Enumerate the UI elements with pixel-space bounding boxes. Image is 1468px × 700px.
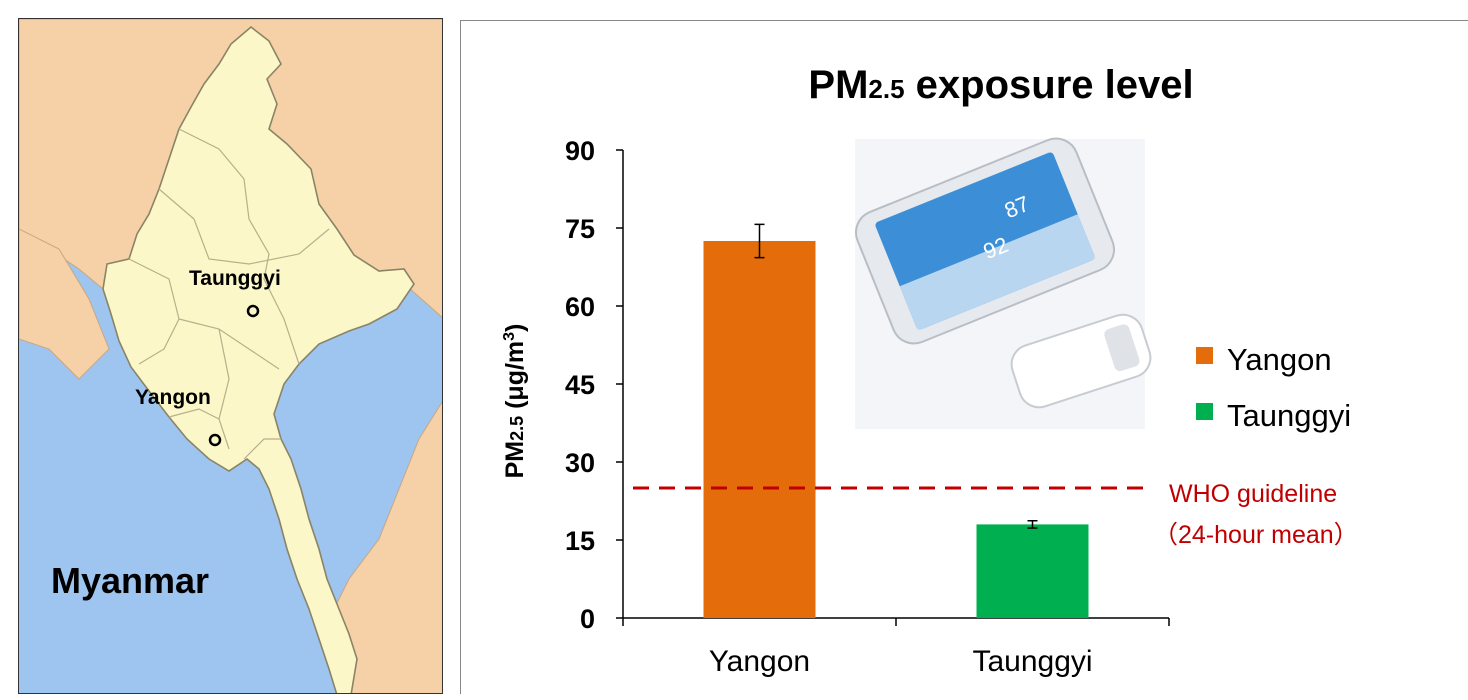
y-tick-label: 60	[565, 292, 595, 322]
city-label-yangon: Yangon	[135, 386, 211, 409]
x-tick-label-taunggyi: Taunggyi	[972, 645, 1092, 678]
myanmar-country-shape	[102, 25, 415, 693]
myanmar-map-panel: Taunggyi Yangon Myanmar	[18, 18, 443, 694]
y-tick-label: 15	[565, 526, 595, 556]
pm25-chart: PM2.5 exposure level PM2.5 (μg/m3) 87 92…	[501, 63, 1359, 678]
y-tick-label: 90	[565, 136, 595, 166]
who-guideline-sublabel: （24-hour mean）	[1153, 521, 1359, 549]
legend-swatch-taunggyi	[1196, 403, 1213, 420]
who-guideline-label: WHO guideline	[1169, 480, 1337, 508]
phone-screen-clouds	[899, 214, 1096, 331]
chart-panel: PM2.5 exposure level PM2.5 (μg/m3) 87 92…	[460, 20, 1468, 694]
taunggyi-marker	[246, 304, 260, 318]
chart-axes: 0 15 30 45 60 75 90	[565, 136, 1170, 634]
myanmar-map: Taunggyi Yangon Myanmar	[19, 19, 442, 693]
legend-label-yangon: Yangon	[1227, 342, 1332, 377]
state-borders	[128, 128, 330, 460]
neighbouring-land-west	[19, 228, 110, 380]
legend-label-taunggyi: Taunggyi	[1227, 398, 1351, 433]
who-guideline: WHO guideline （24-hour mean）	[633, 480, 1359, 549]
bar-taunggyi	[976, 524, 1089, 618]
country-label: Myanmar	[51, 560, 209, 601]
chart-bars: Yangon Taunggyi	[703, 223, 1093, 678]
yangon-marker	[208, 433, 222, 447]
pm25-sensor-device-illustration: 87 92	[855, 137, 1152, 429]
legend-swatch-yangon	[1196, 347, 1213, 364]
chart-title: PM2.5 exposure level	[808, 63, 1193, 107]
chart-legend: Yangon Taunggyi	[1196, 342, 1351, 433]
y-tick-label: 0	[580, 604, 595, 634]
x-tick-label-yangon: Yangon	[709, 645, 810, 678]
bar-yangon	[703, 241, 816, 618]
y-axis-label: PM2.5 (μg/m3)	[501, 324, 529, 479]
y-tick-label: 45	[565, 370, 595, 400]
city-label-taunggyi: Taunggyi	[189, 267, 281, 290]
sensor-vent	[1104, 324, 1140, 372]
y-tick-label: 30	[565, 448, 595, 478]
y-tick-label: 75	[565, 214, 595, 244]
